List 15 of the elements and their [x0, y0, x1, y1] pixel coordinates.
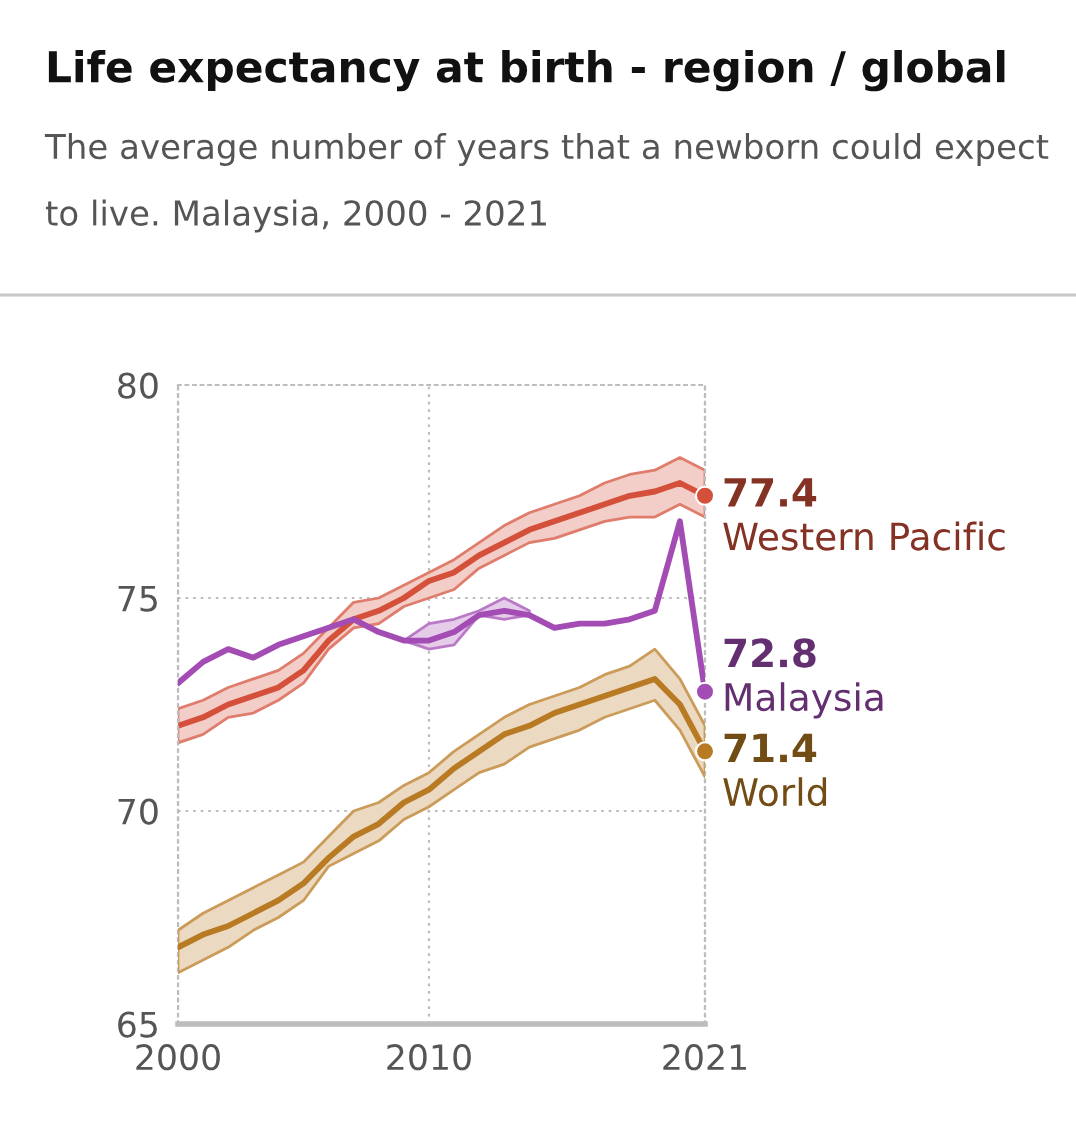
- x-tick-label: 2000: [136, 1044, 220, 1071]
- data-label: 72.8: [724, 638, 816, 668]
- x-tick-label: 2021: [663, 1044, 746, 1071]
- data-label: 71.4: [724, 733, 817, 763]
- y-tick-label: 80: [118, 372, 158, 399]
- y-tick-label: 65: [118, 1011, 157, 1038]
- series-label: World: [723, 777, 827, 807]
- chart-title: Life expectancy at birth - region / global: [48, 50, 1005, 92]
- y-tick-label: 75: [118, 585, 157, 612]
- chart-subtitle: The average number of years that a newborn could expect to live. Malaysia, 2000 - 2021: [44, 133, 1049, 233]
- series-label: Western Pacific: [723, 521, 1005, 551]
- series-label: Malaysia: [725, 682, 883, 719]
- x-tick-label: 2010: [387, 1044, 471, 1071]
- y-tick-label: 70: [118, 798, 158, 825]
- data-label: 77.4: [724, 478, 817, 507]
